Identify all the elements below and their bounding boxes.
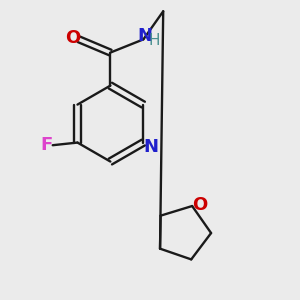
Text: F: F: [40, 136, 52, 154]
Text: N: N: [137, 27, 152, 45]
Text: H: H: [148, 33, 160, 48]
Text: O: O: [192, 196, 207, 214]
Text: N: N: [143, 137, 158, 155]
Text: O: O: [65, 29, 81, 47]
